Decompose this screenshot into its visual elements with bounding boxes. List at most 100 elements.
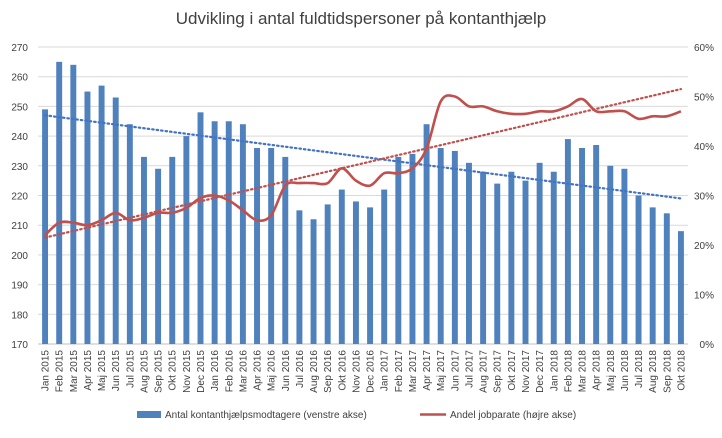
x-tick-label: Jul 2016 <box>295 350 306 388</box>
left-tick-label: 230 <box>11 162 28 173</box>
x-tick-label: Jan 2015 <box>41 350 52 392</box>
left-tick-label: 240 <box>11 132 28 143</box>
x-tick-label: Aug 2016 <box>309 350 320 393</box>
x-tick-label: Jun 2017 <box>450 350 461 392</box>
trendline <box>43 114 683 200</box>
bar <box>451 150 458 344</box>
bar <box>141 156 147 344</box>
bar <box>282 156 289 344</box>
bar <box>649 207 656 344</box>
bar <box>42 109 49 345</box>
x-tick-label: Aug 2015 <box>139 350 150 393</box>
x-tick-label: Maj 2017 <box>436 350 447 392</box>
chart-title: Udvikling i antal fuldtidspersoner på ko… <box>175 9 547 28</box>
line-series <box>44 94 682 237</box>
bar <box>155 168 162 344</box>
bar <box>395 156 402 344</box>
left-axis: 170 180 190 200 210 220 230 240 250 260 270 <box>11 43 28 351</box>
bar <box>635 195 642 344</box>
x-tick-label: Jan 2016 <box>210 350 221 392</box>
right-tick-label: 60% <box>694 43 714 54</box>
x-tick-label: Sep 2017 <box>493 350 504 393</box>
bar <box>663 213 670 344</box>
x-tick-label: Dec 2015 <box>196 350 207 393</box>
bar <box>508 171 515 344</box>
bar <box>466 162 472 344</box>
x-tick-label: Apr 2018 <box>592 350 603 391</box>
x-tick-label: Jun 2015 <box>111 350 122 392</box>
left-tick-label: 260 <box>11 73 28 84</box>
x-tick-label: Jul 2018 <box>634 350 645 388</box>
bar <box>126 124 133 344</box>
bar <box>550 171 557 344</box>
bar <box>621 168 628 344</box>
bar <box>296 210 303 344</box>
bar <box>310 219 317 344</box>
bar <box>409 153 416 344</box>
left-tick-label: 200 <box>11 251 28 262</box>
x-tick-label: Okt 2017 <box>507 350 518 391</box>
x-tick-label: Okt 2015 <box>168 350 179 391</box>
bar <box>70 64 77 344</box>
bar <box>56 61 63 344</box>
bar <box>239 124 246 344</box>
bar <box>268 147 275 344</box>
left-tick-label: 250 <box>11 102 28 113</box>
bar <box>423 124 430 344</box>
bar <box>522 180 529 344</box>
x-tick-label: Apr 2015 <box>83 350 94 391</box>
x-tick-label: Jan 2018 <box>549 350 560 392</box>
bar <box>338 189 345 344</box>
left-tick-label: 210 <box>11 221 28 232</box>
bar <box>564 139 571 344</box>
x-tick-label: Sep 2015 <box>154 350 165 393</box>
bar-series <box>42 61 684 345</box>
x-tick-label: Jan 2017 <box>380 350 391 392</box>
bar <box>211 121 218 344</box>
x-tick-label: Aug 2017 <box>479 350 490 393</box>
trendlines <box>43 87 683 239</box>
bar <box>536 162 543 344</box>
x-tick-label: Jun 2018 <box>620 350 631 392</box>
x-tick-label: Aug 2018 <box>648 350 659 393</box>
trendline <box>43 87 683 239</box>
legend-label-line: Andel jobparate (højre akse) <box>450 410 576 421</box>
bar <box>494 183 501 344</box>
bar <box>324 204 331 344</box>
x-tick-label: Feb 2015 <box>55 350 66 393</box>
left-tick-label: 190 <box>11 281 28 292</box>
right-axis: 0% 10% 20% 30% 40% 50% 60% <box>694 43 714 351</box>
gridlines <box>38 46 688 345</box>
x-tick-label: Mar 2018 <box>578 350 589 393</box>
legend: Antal kontanthjælpsmodtagere (venstre ak… <box>137 410 576 421</box>
bar <box>169 156 176 344</box>
bar <box>437 147 444 344</box>
x-tick-label: Mar 2016 <box>238 350 249 393</box>
bar <box>225 121 232 344</box>
bar <box>381 189 388 344</box>
x-tick-label: Nov 2015 <box>182 350 193 393</box>
bar <box>254 147 260 344</box>
bar <box>367 207 374 344</box>
bar <box>677 231 684 344</box>
x-tick-label: Maj 2016 <box>267 350 278 392</box>
x-tick-label: Okt 2016 <box>337 350 348 391</box>
legend-swatch-bar <box>137 411 161 418</box>
line-path <box>44 94 682 237</box>
x-tick-label: Dec 2017 <box>535 350 546 393</box>
x-tick-label: Feb 2018 <box>563 350 574 393</box>
x-tick-label: Nov 2016 <box>351 350 362 393</box>
bar <box>84 91 91 344</box>
x-tick-label: Sep 2016 <box>323 350 334 393</box>
x-tick-label: Mar 2015 <box>69 350 80 393</box>
bar <box>352 201 359 344</box>
x-tick-label: Okt 2018 <box>676 350 687 391</box>
x-tick-label: Feb 2016 <box>224 350 235 393</box>
x-tick-label: Maj 2015 <box>97 350 108 392</box>
x-axis: Jan 2015 Feb 2015 Mar 2015 Apr 2015 Maj 2015… <box>41 350 688 393</box>
right-tick-label: 20% <box>694 241 714 252</box>
x-tick-label: Mar 2017 <box>408 350 419 393</box>
right-tick-label: 10% <box>694 291 714 302</box>
left-tick-label: 270 <box>11 43 28 54</box>
